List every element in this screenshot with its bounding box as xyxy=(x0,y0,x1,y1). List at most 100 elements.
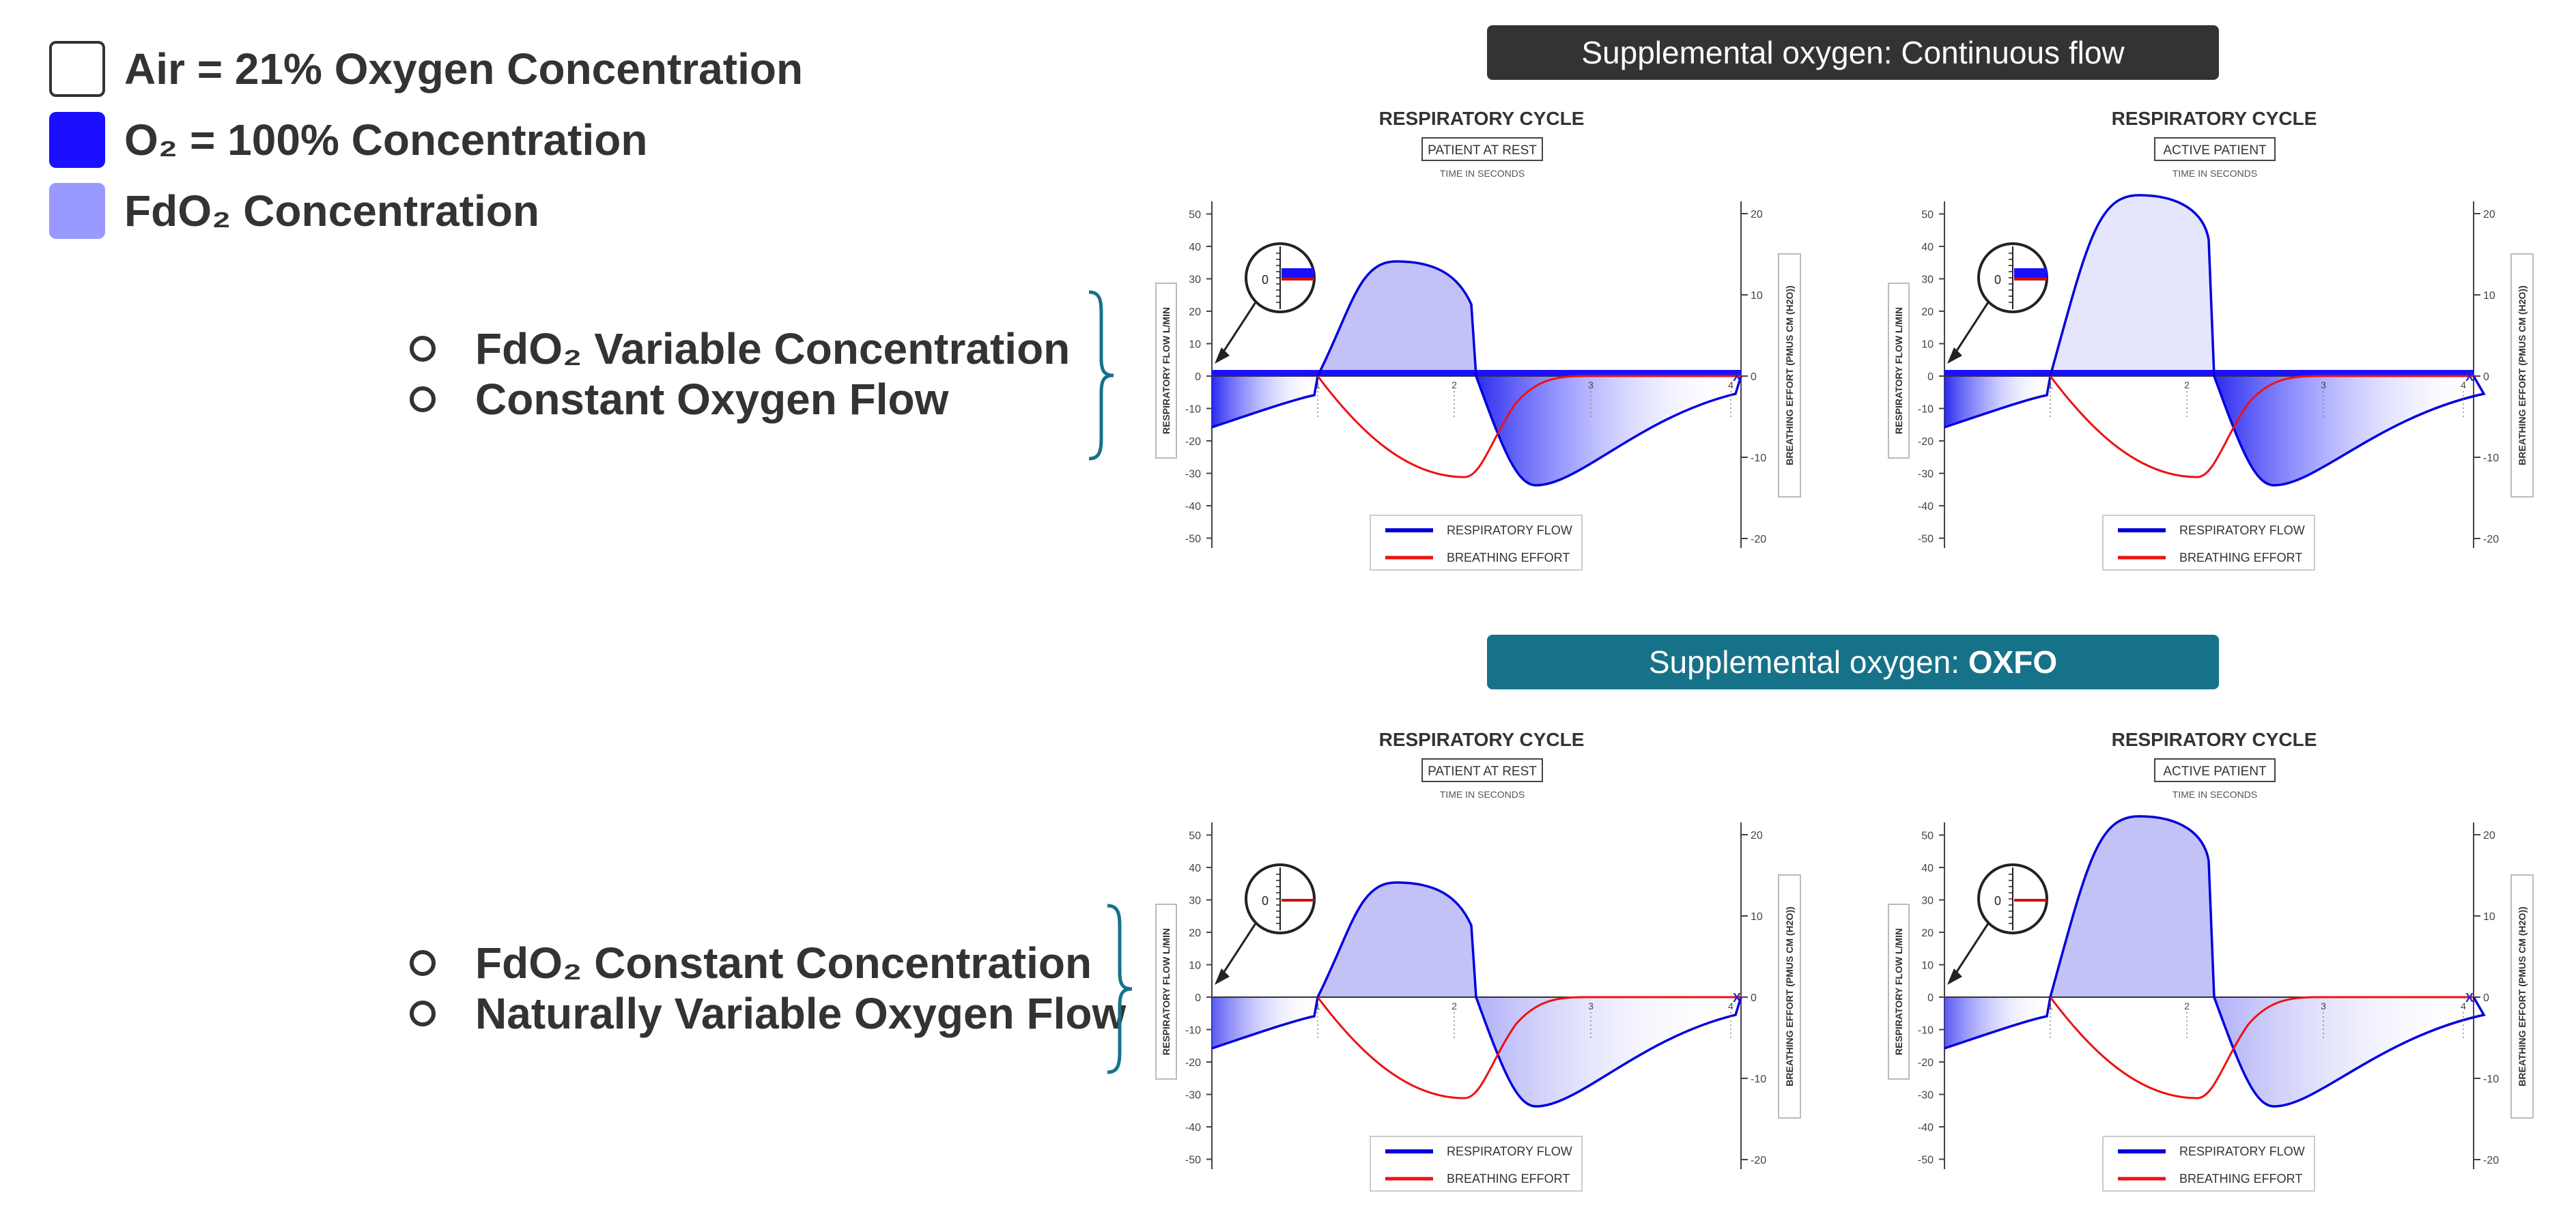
left-tick-label: 0 xyxy=(1927,371,1934,383)
bullet-circle-icon xyxy=(410,386,436,412)
bullet-circle-icon xyxy=(410,950,436,976)
banner-main: Continuous flow xyxy=(1901,35,2125,70)
early-expiration-fill xyxy=(1944,997,2050,1048)
end-marker: X xyxy=(2465,991,2474,1005)
magnifier-zero-label: 0 xyxy=(1994,894,2001,908)
left-tick-label: -30 xyxy=(1918,1090,1934,1102)
o2-flow-band xyxy=(1944,370,2474,376)
legend-fdo2-label: FdO₂ Concentration xyxy=(124,186,539,235)
bullet-text: FdO₂ Variable Concentration xyxy=(475,324,1071,373)
chart-subtitle-box xyxy=(2154,758,2276,782)
right-tick-label: -20 xyxy=(1751,1155,1766,1166)
banner-prefix: Supplemental oxygen: xyxy=(1648,644,1968,680)
left-tick-label: 0 xyxy=(1195,371,1201,383)
legend-o2-label: O₂ = 100% Concentration xyxy=(124,115,648,164)
expiration-fill xyxy=(1476,997,1736,1106)
chart-subtitle: ACTIVE PATIENT xyxy=(2163,764,2267,779)
chart-panel: RESPIRATORY CYCLE ACTIVE PATIENT TIME IN S… xyxy=(1888,108,2534,571)
x-tick-label: 2 xyxy=(1452,1001,1457,1011)
ylabel-right: BREATHING EFFORT (PMUS CM (H2O)) xyxy=(2517,285,2528,465)
right-tick-label: -20 xyxy=(2483,1155,2499,1166)
bullet-group-continuous: FdO₂ Variable Concentration Constant Oxy… xyxy=(410,324,1070,425)
left-tick-label: 50 xyxy=(1189,831,1201,842)
early-expiration-fill xyxy=(1212,376,1318,427)
right-tick-label: 0 xyxy=(1751,371,1757,383)
brace-continuous xyxy=(1088,290,1114,461)
right-tick-label: 0 xyxy=(2483,992,2489,1004)
respiratory-flow-line xyxy=(1211,260,1742,487)
legend-flow-label: RESPIRATORY FLOW xyxy=(2179,523,2305,537)
left-tick-label: -10 xyxy=(1918,1025,1934,1037)
banner-main: OXFO xyxy=(1968,644,2058,680)
pointer-arrowhead xyxy=(1215,968,1230,985)
right-tick-label: 20 xyxy=(1751,209,1763,220)
left-tick-label: 40 xyxy=(1189,242,1201,253)
fdo2-swatch xyxy=(49,183,105,239)
end-marker: X xyxy=(1733,991,1741,1005)
left-tick-label: -10 xyxy=(1185,1025,1201,1037)
chart-legend-box xyxy=(2102,1136,2315,1192)
chart-subtitle-box xyxy=(1421,137,1543,161)
magnifier-zero-label: 0 xyxy=(1262,894,1269,908)
left-tick-label: -10 xyxy=(1918,404,1934,416)
bullet-item: Naturally Variable Oxygen Flow xyxy=(410,988,1126,1039)
left-tick-label: 0 xyxy=(1927,992,1934,1004)
left-tick-label: -20 xyxy=(1185,436,1201,448)
x-tick-label: 4 xyxy=(2461,379,2466,390)
bullet-text: FdO₂ Constant Concentration xyxy=(475,938,1092,988)
early-expiration-fill xyxy=(1944,376,2050,427)
chart-subtitle: PATIENT AT REST xyxy=(1428,143,1537,158)
x-tick-label: 3 xyxy=(1588,379,1594,390)
bullet-item: Constant Oxygen Flow xyxy=(410,374,1070,425)
left-tick-label: -20 xyxy=(1918,1057,1934,1069)
left-tick-label: 30 xyxy=(1189,895,1201,907)
banner-oxfo: Supplemental oxygen: OXFO xyxy=(1487,635,2219,689)
right-tick-label: -20 xyxy=(1751,534,1766,545)
ylabel-left: RESPIRATORY FLOW L/MIN xyxy=(1161,307,1172,434)
left-tick-label: -40 xyxy=(1918,1122,1934,1134)
left-tick-label: 10 xyxy=(1189,960,1201,972)
early-expiration-fill xyxy=(1212,997,1318,1048)
breathing-effort-line xyxy=(2049,996,2474,1100)
x-tick-label: 3 xyxy=(2321,379,2326,390)
x-tick-label: 1 xyxy=(1315,1001,1320,1011)
left-tick-label: 10 xyxy=(1921,960,1934,972)
right-tick-label: 20 xyxy=(2483,830,2495,842)
banner-prefix: Supplemental oxygen: xyxy=(1581,35,1901,70)
pointer-line xyxy=(1951,923,1990,979)
legend-air-label: Air = 21% Oxygen Concentration xyxy=(124,44,804,94)
left-tick-label: -40 xyxy=(1185,1122,1201,1134)
chart-legend-box xyxy=(1370,1136,1583,1192)
left-tick-label: -20 xyxy=(1185,1057,1201,1069)
right-tick-label: 10 xyxy=(1751,290,1763,302)
x-tick-label: 3 xyxy=(2321,1001,2326,1011)
bullet-text: Naturally Variable Oxygen Flow xyxy=(475,989,1127,1038)
left-tick-label: 10 xyxy=(1921,339,1934,351)
right-tick-label: -10 xyxy=(2483,1074,2499,1085)
pointer-line xyxy=(1219,923,1257,979)
right-tick-label: 10 xyxy=(1751,911,1763,923)
left-tick-label: 50 xyxy=(1921,831,1934,842)
left-tick-label: -20 xyxy=(1918,436,1934,448)
legend-flow-label: RESPIRATORY FLOW xyxy=(2179,1145,2305,1158)
bullet-circle-icon xyxy=(410,336,436,362)
chart-xlabel: TIME IN SECONDS xyxy=(2172,168,2257,179)
chart-panel: RESPIRATORY CYCLE ACTIVE PATIENT TIME IN S… xyxy=(1888,729,2534,1192)
bullet-group-oxfo: FdO₂ Constant Concentration Naturally Va… xyxy=(410,938,1126,1039)
left-tick-label: 30 xyxy=(1921,274,1934,286)
respiratory-flow-line xyxy=(1944,194,2486,487)
ylabel-right: BREATHING EFFORT (PMUS CM (H2O)) xyxy=(1784,906,1795,1086)
ylabel-left-box xyxy=(1888,904,1910,1080)
chart-xlabel: TIME IN SECONDS xyxy=(2172,789,2257,800)
right-tick-label: -20 xyxy=(2483,534,2499,545)
legend-fdo2: FdO₂ Concentration xyxy=(49,183,539,239)
chart-title: RESPIRATORY CYCLE xyxy=(1379,729,1585,750)
left-tick-label: 30 xyxy=(1189,274,1201,286)
banner-continuous-flow: Supplemental oxygen: Continuous flow xyxy=(1487,25,2219,80)
pointer-arrowhead xyxy=(1215,347,1230,364)
chart-legend-box xyxy=(2102,515,2315,571)
ylabel-left: RESPIRATORY FLOW L/MIN xyxy=(1893,307,1904,434)
left-tick-label: 20 xyxy=(1921,928,1934,939)
bullet-circle-icon xyxy=(410,1001,436,1026)
